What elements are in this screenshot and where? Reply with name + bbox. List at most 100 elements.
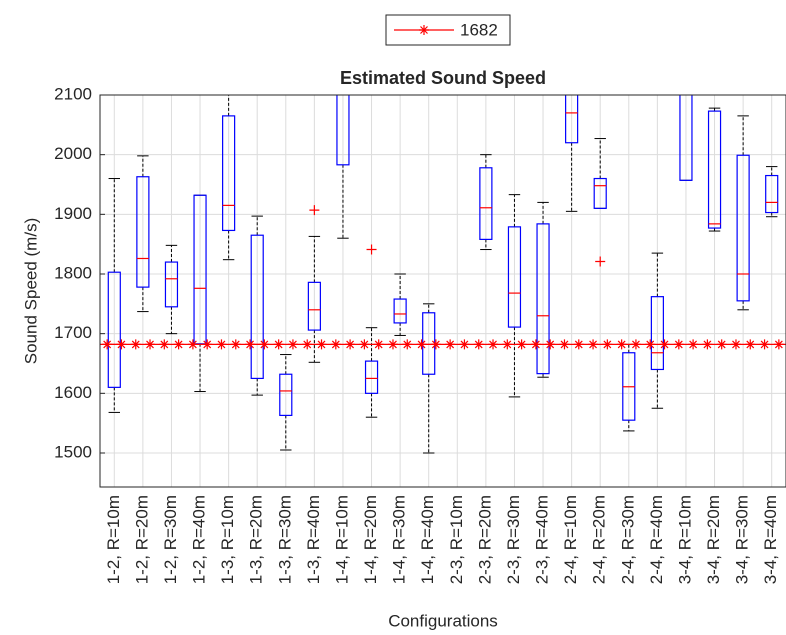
reference-marker [316,339,327,350]
reference-marker [230,339,241,350]
outlier [309,205,320,216]
reference-marker [145,339,156,350]
box [765,174,779,214]
plot-area [100,95,786,487]
y-tick-label: 2100 [54,84,92,103]
reference-marker [502,339,513,350]
x-tick-label: 1-3, R=30m [275,495,294,584]
reference-marker [459,339,470,350]
reference-marker [745,339,756,350]
x-tick-label: 3-4, R=40m [761,495,780,584]
reference-marker [645,339,656,350]
outlier [595,256,606,267]
chart-title: Estimated Sound Speed [340,68,546,88]
labels: 1500 1600 1700 1800 1900 2000 2100 1-2, R=10m 1-… [54,84,780,584]
reference-marker [259,339,270,350]
reference-marker [702,339,713,350]
y-tick-label: 1700 [54,323,92,342]
x-tick-label: 1-3, R=10m [218,495,237,584]
reference-marker [516,339,527,350]
box [222,115,236,232]
reference-marker [116,339,127,350]
box [279,373,293,417]
reference-marker [545,339,556,350]
reference-marker [402,339,413,350]
reference-marker [159,339,170,350]
reference-marker [359,339,370,350]
reference-marker [302,339,313,350]
reference-marker [473,339,484,350]
reference-marker [559,339,570,350]
x-tick-label: 2-3, R=30m [504,495,523,584]
y-axis-label: Sound Speed (m/s) [21,218,40,364]
reference-marker [588,339,599,350]
y-tick-label: 1500 [54,442,92,461]
box [393,298,407,324]
x-tick-label: 2-4, R=40m [647,495,666,584]
box [593,177,607,209]
x-tick-label: 2-4, R=30m [618,495,637,584]
reference-marker [530,339,541,350]
y-tick-label: 1800 [54,263,92,282]
x-tick-label: 1-2, R=20m [132,495,151,584]
legend-marker [419,25,429,35]
reference-marker [416,339,427,350]
reference-marker [202,339,213,350]
reference-marker [387,339,398,350]
x-tick-label: 3-4, R=20m [704,495,723,584]
plot-frame [99,94,786,488]
reference-marker [573,339,584,350]
reference-marker [602,339,613,350]
box [736,154,750,302]
x-tick-label: 1-4, R=20m [361,495,380,584]
box [164,261,179,308]
reference-marker [273,339,284,350]
x-tick-label: 1-2, R=40m [190,495,209,584]
reference-marker [716,339,727,350]
y-tick-label: 1900 [54,204,92,223]
x-tick-label: 1-2, R=30m [161,495,180,584]
box [479,167,493,240]
reference-marker [102,339,113,350]
x-tick-label: 1-4, R=40m [418,495,437,584]
x-tick-label: 1-2, R=10m [104,495,123,584]
x-tick-label: 2-3, R=10m [447,495,466,584]
box [364,360,379,394]
reference-marker [488,339,499,350]
reference-marker [730,339,741,350]
legend-label: 1682 [460,20,498,39]
reference-marker [187,339,198,350]
x-tick-label: 1-3, R=40m [304,495,323,584]
x-tick-label: 2-3, R=40m [533,495,552,584]
y-tick-label: 1600 [54,383,92,402]
reference-marker [616,339,627,350]
box [707,110,722,229]
reference-marker [345,339,356,350]
reference-marker [287,339,298,350]
box [136,176,150,288]
box [307,281,321,331]
reference-marker [430,339,441,350]
x-tick-label: 3-4, R=30m [733,495,752,584]
reference-marker [759,339,770,350]
reference-marker [330,339,341,350]
reference-marker [659,339,670,350]
x-axis-label: Configurations [388,611,498,630]
outlier [366,244,377,255]
reference-marker [673,339,684,350]
x-tick-label: 2-3, R=20m [475,495,494,584]
marks [100,95,786,454]
box [507,226,522,328]
reference-marker [630,339,641,350]
x-tick-label: 3-4, R=10m [675,495,694,584]
box [679,95,693,181]
box [336,95,350,166]
box [250,234,264,380]
x-tick-label: 1-4, R=30m [390,495,409,584]
y-tick-label: 2000 [54,144,92,163]
box [107,271,121,388]
reference-marker [245,339,256,350]
reference-marker [688,339,699,350]
reference-marker [130,339,141,350]
